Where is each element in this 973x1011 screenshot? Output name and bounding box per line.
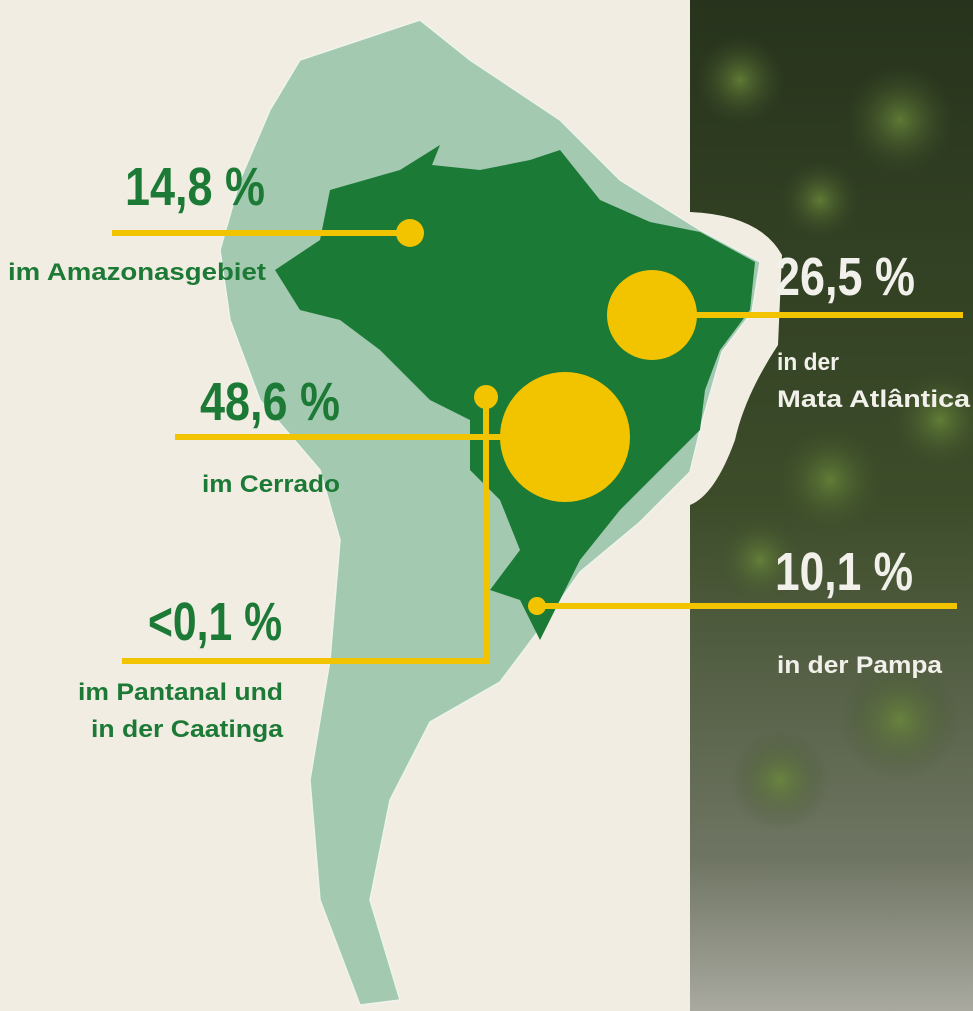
percentage: 26,5 % — [775, 247, 915, 307]
percentage: 48,6 % — [200, 372, 340, 432]
region-label: im Pantanal und — [78, 679, 283, 706]
region-label: im Amazonasgebiet — [8, 259, 266, 286]
percentage: 10,1 % — [775, 542, 913, 602]
region-label: in der Pampa — [777, 652, 943, 679]
page: 14,8 % im Amazonasgebiet 48,6 % im Cerra… — [0, 0, 973, 1011]
infographic: 14,8 % im Amazonasgebiet 48,6 % im Cerra… — [0, 0, 973, 1011]
south-america — [220, 20, 760, 1005]
region-label: Mata Atlântica — [777, 386, 971, 413]
region-label: in der Caatinga — [91, 716, 284, 743]
region-label: in der — [777, 349, 839, 376]
percentage: 14,8 % — [125, 157, 265, 217]
region-label: im Cerrado — [202, 471, 340, 498]
percentage: <0,1 % — [148, 592, 282, 652]
